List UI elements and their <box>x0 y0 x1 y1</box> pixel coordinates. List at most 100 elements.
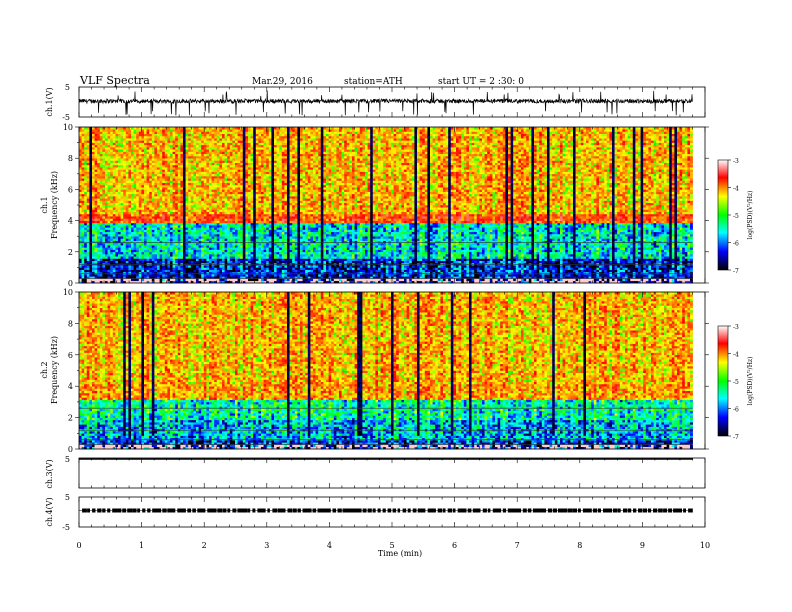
spectrogram-cell <box>100 176 103 179</box>
spectrogram-cell <box>100 158 103 161</box>
spectrogram-cell <box>170 176 173 179</box>
spectrogram-cell <box>134 145 137 148</box>
spectrogram-cell <box>118 192 121 195</box>
spectrogram-cell <box>160 201 163 204</box>
spectrogram-cell <box>141 178 144 181</box>
spectrogram-cell <box>214 196 217 199</box>
spectrogram-cell <box>87 172 90 175</box>
spectrogram-cell <box>92 272 95 275</box>
spectrogram-cell <box>214 192 217 195</box>
spectrogram-cell <box>108 134 111 137</box>
spectrogram-cell <box>102 129 105 132</box>
spectrogram-cell <box>191 212 194 215</box>
spectrogram-cell <box>110 261 113 264</box>
spectrogram-cell <box>162 145 165 148</box>
spectrogram-cell <box>165 172 168 175</box>
spectrogram-cell <box>154 270 157 273</box>
spectrogram-cell <box>178 267 181 270</box>
spectrogram-cell <box>147 201 150 204</box>
spectrogram-cell <box>118 230 121 233</box>
spectrogram-cell <box>199 192 202 195</box>
spectrogram-cell <box>134 216 137 219</box>
spectrogram-cell <box>110 174 113 177</box>
spectrogram-cell <box>128 238 131 241</box>
spectrogram-cell <box>121 247 124 250</box>
spectrogram-cell <box>115 198 118 201</box>
spectrogram-cell <box>154 203 157 206</box>
spectrogram-cell <box>84 270 87 273</box>
spectrogram-cell <box>108 209 111 212</box>
spectrogram-cell <box>209 167 212 170</box>
spectrogram-cell <box>157 258 160 261</box>
spectrogram-cell <box>175 169 178 172</box>
spectrogram-cell <box>126 247 129 250</box>
spectrogram-cell <box>100 189 103 192</box>
spectrogram-cell <box>209 254 212 257</box>
spectrogram-cell <box>180 212 183 215</box>
spectrogram-cell <box>92 145 95 148</box>
spectrogram-cell <box>105 152 108 155</box>
spectrogram-cell <box>175 207 178 210</box>
spectrogram-cell <box>193 189 196 192</box>
spectrogram-cell <box>84 205 87 208</box>
spectrogram-cell <box>219 236 222 239</box>
spectrogram-cell <box>175 201 178 204</box>
spectrogram-cell <box>79 214 82 217</box>
spectrogram-cell <box>79 225 82 228</box>
spectrogram-cell <box>102 241 105 244</box>
spectrogram-cell <box>217 207 220 210</box>
spectrogram-cell <box>196 201 199 204</box>
spectrogram-cell <box>212 131 215 134</box>
spectrogram-cell <box>204 205 207 208</box>
spectrogram-cell <box>115 143 118 146</box>
spectrogram-cell <box>123 261 126 264</box>
spectrogram-cell <box>108 230 111 233</box>
spectrogram-cell <box>206 129 209 132</box>
spectrogram-cell <box>121 145 124 148</box>
spectrogram-cell <box>173 227 176 230</box>
spectrogram-cell <box>186 247 189 250</box>
spectrogram-cell <box>105 205 108 208</box>
spectrogram-cell <box>100 174 103 177</box>
spectrogram-cell <box>131 216 134 219</box>
spectrogram-cell <box>95 270 98 273</box>
spectrogram-cell <box>175 187 178 190</box>
spectrogram-cell <box>206 194 209 197</box>
spectrogram-cell <box>97 218 100 221</box>
spectrogram-cell <box>89 209 92 212</box>
spectrogram-cell <box>108 163 111 166</box>
spectrogram-cell <box>134 205 137 208</box>
spectrogram-cell <box>201 252 204 255</box>
spectrogram-cell <box>113 192 116 195</box>
spectrogram-cell <box>97 267 100 270</box>
spectrogram-cell <box>175 205 178 208</box>
spectrogram-cell <box>100 252 103 255</box>
spectrogram-cell <box>214 267 217 270</box>
spectrogram-cell <box>92 265 95 268</box>
spectrogram-cell <box>201 158 204 161</box>
spectrogram-cell <box>186 209 189 212</box>
spectrogram-cell <box>131 152 134 155</box>
spectrogram-cell <box>147 261 150 264</box>
spectrogram-cell <box>188 227 191 230</box>
spectrogram-cell <box>147 205 150 208</box>
spectrogram-cell <box>204 143 207 146</box>
spectrogram-cell <box>183 167 186 170</box>
spectrogram-cell <box>196 185 199 188</box>
spectrogram-cell <box>154 145 157 148</box>
spectrogram-cell <box>144 194 147 197</box>
spectrogram-cell <box>152 274 155 277</box>
spectrogram-cell <box>134 243 137 246</box>
spectrogram-cell <box>154 160 157 163</box>
spectrogram-cell <box>113 245 116 248</box>
spectrogram-cell <box>123 172 126 175</box>
spectrogram-cell <box>191 129 194 132</box>
spectrogram-cell <box>206 279 209 282</box>
spectrogram-cell <box>217 236 220 239</box>
spectrogram-cell <box>87 198 90 201</box>
spectrogram-cell <box>110 201 113 204</box>
spectrogram-cell <box>126 145 129 148</box>
spectrogram-cell <box>139 236 142 239</box>
spectrogram-cell <box>178 203 181 206</box>
spectrogram-cell <box>201 223 204 226</box>
